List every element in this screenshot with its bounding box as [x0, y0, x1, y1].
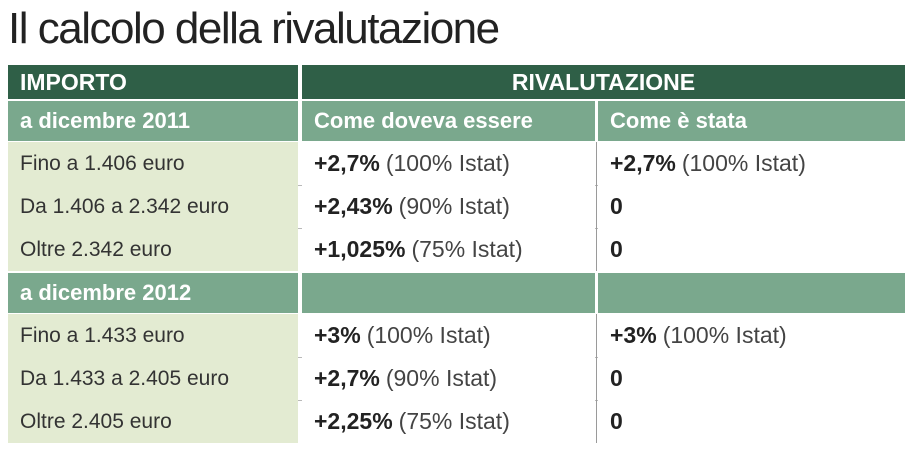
range-cell: Oltre 2.405 euro: [8, 400, 298, 443]
note: (100% Istat): [366, 322, 491, 348]
value: +1,025%: [314, 236, 406, 262]
column-header: Come è stata: [598, 101, 905, 141]
value: +2,43%: [314, 193, 393, 219]
column-separator: [596, 314, 597, 443]
column-header: [302, 273, 595, 313]
note: (100% Istat): [662, 322, 787, 348]
column-header: Come doveva essere: [302, 101, 595, 141]
section-label: a dicembre 2012: [8, 273, 298, 313]
value-cell: 0: [598, 357, 905, 400]
note: (75% Istat): [411, 236, 523, 262]
value-cell: +3% (100% Istat): [598, 314, 905, 357]
value-cell: 0: [598, 185, 905, 228]
value-cell: +2,7% (100% Istat): [302, 142, 595, 185]
column-separator: [596, 142, 597, 271]
title: Il calcolo della rivalutazione: [8, 4, 500, 53]
column-header: [598, 273, 905, 313]
value-cell: +1,025% (75% Istat): [302, 228, 595, 271]
header-cell: IMPORTO: [8, 65, 298, 99]
range-cell: Fino a 1.433 euro: [8, 314, 298, 357]
note: (100% Istat): [681, 150, 806, 176]
value-cell: +2,7% (100% Istat): [598, 142, 905, 185]
note: (90% Istat): [385, 365, 498, 391]
section-label: a dicembre 2011: [8, 101, 298, 141]
note: (90% Istat): [398, 193, 510, 219]
range-cell: Fino a 1.406 euro: [8, 142, 298, 185]
value-cell: 0: [598, 400, 905, 443]
value: +2,7%: [314, 150, 380, 176]
value-cell: 0: [598, 228, 905, 271]
value-cell: +3% (100% Istat): [302, 314, 595, 357]
value: 0: [610, 365, 623, 391]
value: +3%: [314, 322, 361, 348]
value: +2,7%: [610, 150, 676, 176]
value: +2,25%: [314, 408, 393, 434]
value-cell: +2,25% (75% Istat): [302, 400, 595, 443]
range-cell: Oltre 2.342 euro: [8, 228, 298, 271]
value-cell: +2,43% (90% Istat): [302, 185, 595, 228]
note: (100% Istat): [385, 150, 510, 176]
header-cell: RIVALUTAZIONE: [302, 65, 905, 99]
value: +2,7%: [314, 365, 380, 391]
value: +3%: [610, 322, 657, 348]
value: 0: [610, 193, 623, 219]
value: 0: [610, 236, 623, 262]
value: 0: [610, 408, 623, 434]
range-cell: Da 1.433 a 2.405 euro: [8, 357, 298, 400]
note: (75% Istat): [398, 408, 510, 434]
value-cell: +2,7% (90% Istat): [302, 357, 595, 400]
range-cell: Da 1.406 a 2.342 euro: [8, 185, 298, 228]
